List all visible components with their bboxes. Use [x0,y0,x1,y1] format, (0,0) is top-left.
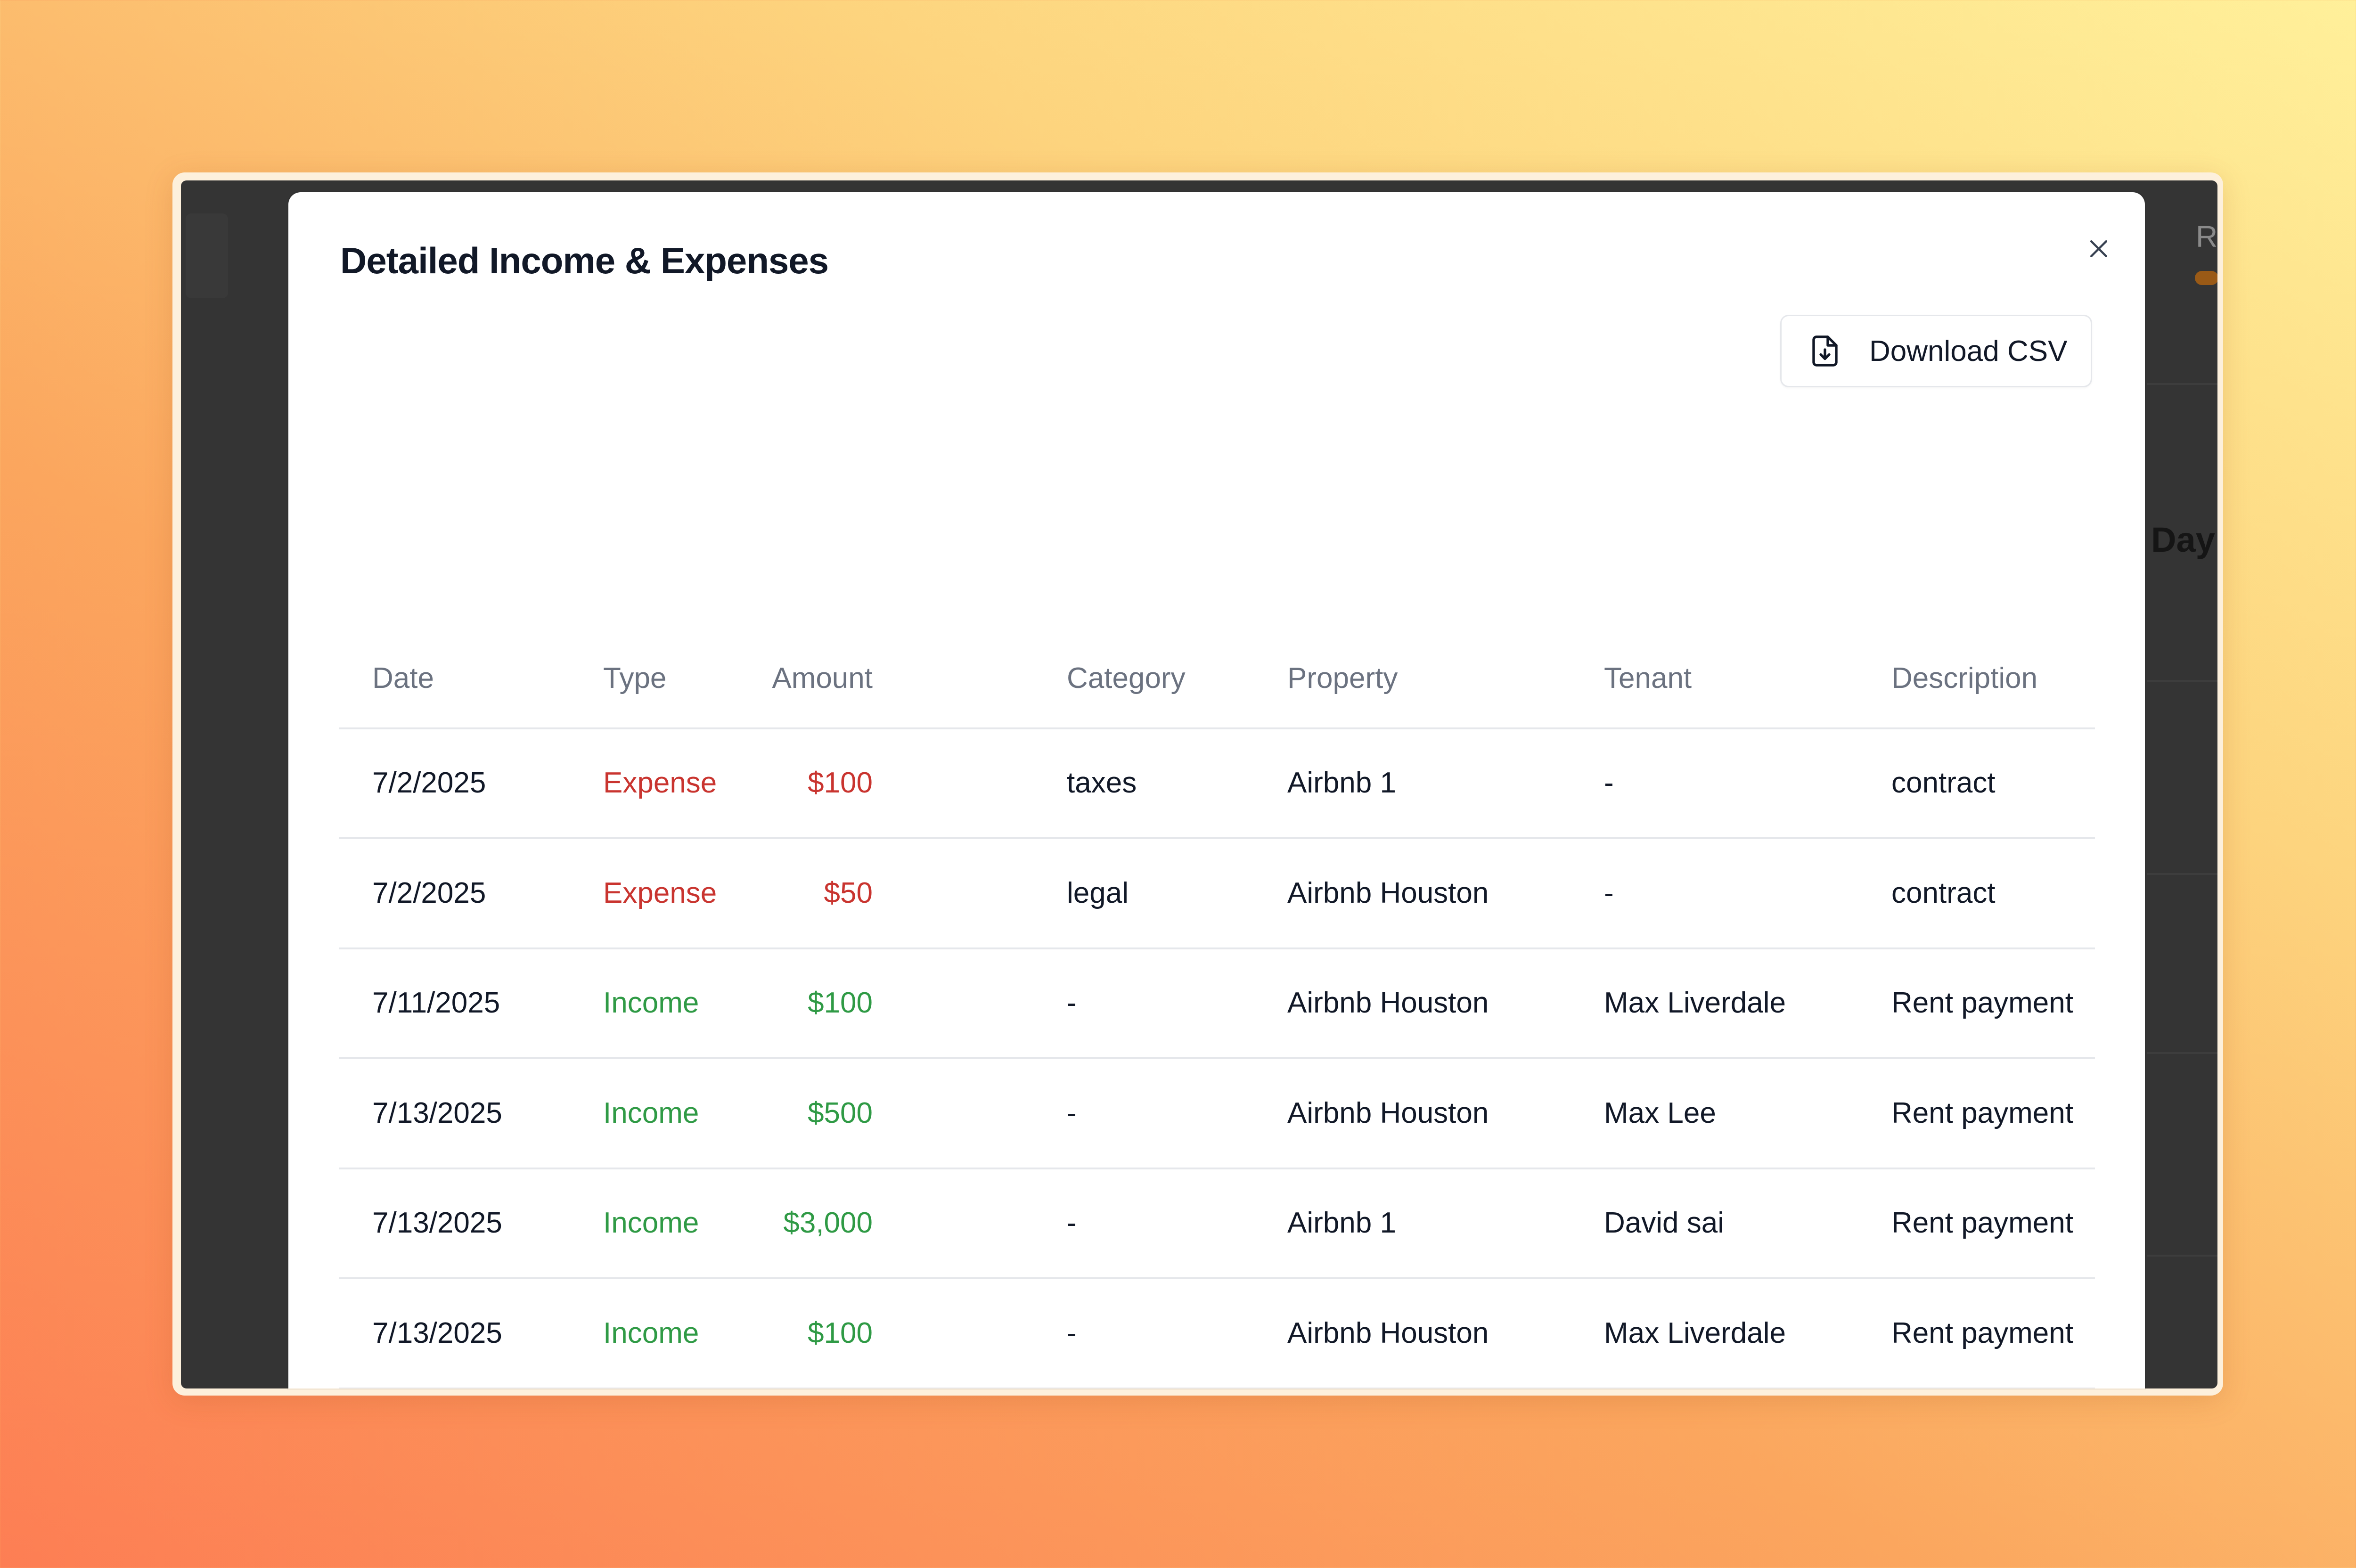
background-label: R [2196,220,2217,253]
download-csv-label: Download CSV [1869,335,2068,368]
row-description: Rent payment [1891,1316,2073,1349]
income-expenses-modal: Detailed Income & Expenses Download CSV … [288,192,2145,1388]
background-divider [2147,873,2217,875]
background-card [186,213,228,298]
row-category: taxes [1067,767,1137,799]
table-row[interactable]: 7/2/2025 Expense $50 legal Airbnb Houston - co… [339,840,2095,949]
row-category: - [1067,1316,1077,1349]
row-date: 7/13/2025 [372,1316,502,1349]
background-progress-bar [2195,271,2217,285]
background-divider [2147,1255,2217,1257]
background-divider [2147,383,2217,385]
background-divider [2147,1052,2217,1054]
download-csv-button[interactable]: Download CSV [1780,315,2092,387]
row-tenant: Max Lee [1604,1096,1716,1129]
row-type: Expense [603,876,717,909]
table-row[interactable]: 7/13/2025 Income $3,000 - Airbnb 1 David sai R… [339,1169,2095,1279]
row-amount: $50 [824,876,873,909]
table-row[interactable]: 7/13/2025 Income $500 - Airbnb Houston Max Le… [339,1060,2095,1169]
close-button[interactable] [2079,229,2119,269]
row-type: Income [603,1316,699,1349]
row-date: 7/13/2025 [372,1207,502,1239]
column-header-type[interactable]: Type [603,662,667,694]
table-row[interactable]: 7/13/2025 Income $100 - Airbnb Houston Max Li… [339,1280,2095,1388]
row-amount: $3,000 [783,1207,873,1239]
row-category: - [1067,987,1077,1019]
row-description: Rent payment [1891,1207,2073,1239]
row-property: Airbnb Houston [1287,1316,1489,1349]
close-icon [2090,240,2107,257]
row-category: - [1067,1207,1077,1239]
row-date: 7/11/2025 [372,987,500,1019]
table-row[interactable]: 7/2/2025 Expense $100 taxes Airbnb 1 - contrac… [339,729,2095,839]
row-amount: $100 [808,987,873,1019]
column-header-tenant[interactable]: Tenant [1604,662,1692,694]
background-divider [2147,680,2217,682]
row-property: Airbnb Houston [1287,1096,1489,1129]
file-download-icon [1808,334,1842,368]
row-type: Expense [603,767,717,799]
column-header-property[interactable]: Property [1287,662,1398,694]
modal-title: Detailed Income & Expenses [340,240,829,281]
row-property: Airbnb Houston [1287,987,1489,1019]
row-amount: $500 [808,1096,873,1129]
row-description: Rent payment [1891,987,2073,1019]
row-type: Income [603,987,699,1019]
row-date: 7/13/2025 [372,1096,502,1129]
row-type: Income [603,1096,699,1129]
row-tenant: Max Liverdale [1604,1316,1786,1349]
row-category: legal [1067,876,1129,909]
column-header-description[interactable]: Description [1891,662,2038,694]
row-category: - [1067,1096,1077,1129]
row-tenant: - [1604,767,1614,799]
row-property: Airbnb 1 [1287,1207,1396,1239]
column-header-date[interactable]: Date [372,662,434,694]
table-header: Date Type Amount Category Property Tenan… [339,635,2095,729]
column-header-amount[interactable]: Amount [772,662,873,694]
row-description: contract [1891,876,1996,909]
row-tenant: Max Liverdale [1604,987,1786,1019]
row-description: contract [1891,767,1996,799]
row-property: Airbnb Houston [1287,876,1489,909]
table-row[interactable]: 7/11/2025 Income $100 - Airbnb Houston Max Li… [339,949,2095,1059]
row-amount: $100 [808,767,873,799]
row-amount: $100 [808,1316,873,1349]
background-heading: . Day [2132,520,2215,559]
row-date: 7/2/2025 [372,767,486,799]
row-property: Airbnb 1 [1287,767,1396,799]
row-tenant: - [1604,876,1614,909]
row-description: Rent payment [1891,1096,2073,1129]
row-type: Income [603,1207,699,1239]
row-date: 7/2/2025 [372,876,486,909]
row-tenant: David sai [1604,1207,1724,1239]
column-header-category[interactable]: Category [1067,662,1186,694]
